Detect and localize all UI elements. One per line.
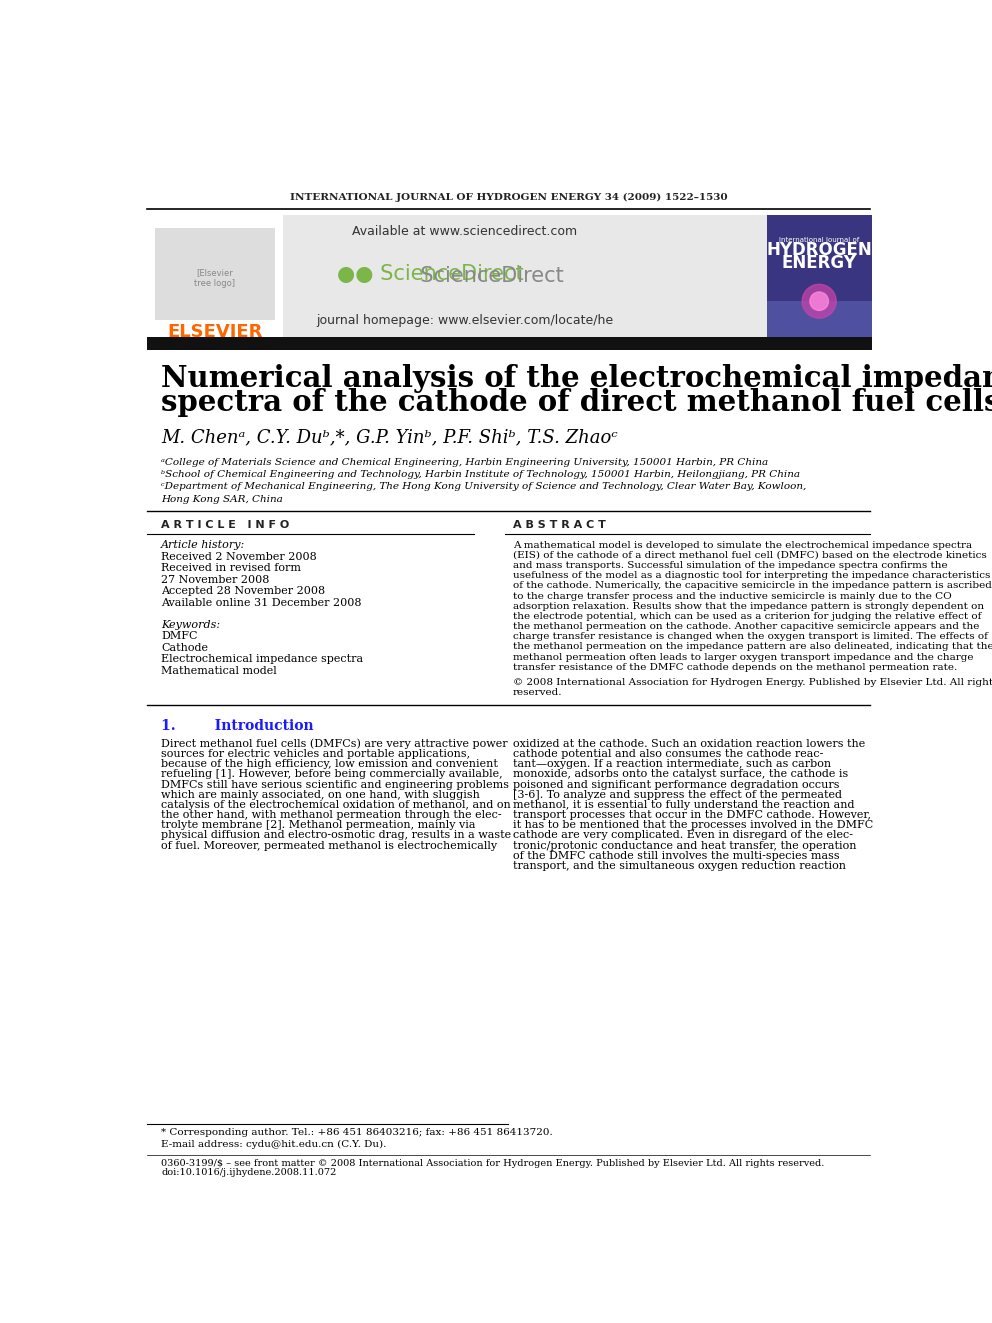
Text: Accepted 28 November 2008: Accepted 28 November 2008 [161,586,325,597]
Text: cathode potential and also consumes the cathode reac-: cathode potential and also consumes the … [513,749,823,759]
Text: Available online 31 December 2008: Available online 31 December 2008 [161,598,362,609]
Text: ᵇSchool of Chemical Engineering and Technology, Harbin Institute of Technology, : ᵇSchool of Chemical Engineering and Tech… [161,470,801,479]
Text: DMFC: DMFC [161,631,197,642]
Text: Direct methanol fuel cells (DMFCs) are very attractive power: Direct methanol fuel cells (DMFCs) are v… [161,738,508,749]
Bar [767,214,872,340]
Text: Received in revised form: Received in revised form [161,564,302,573]
Text: transport processes that occur in the DMFC cathode. However,: transport processes that occur in the DM… [513,810,871,820]
Text: of the cathode. Numerically, the capacitive semicircle in the impedance pattern : of the cathode. Numerically, the capacit… [513,581,992,590]
Text: and mass transports. Successful simulation of the impedance spectra confirms the: and mass transports. Successful simulati… [513,561,947,570]
Text: catalysis of the electrochemical oxidation of methanol, and on: catalysis of the electrochemical oxidati… [161,800,511,810]
Text: Numerical analysis of the electrochemical impedance: Numerical analysis of the electrochemica… [161,364,992,393]
Text: Electrochemical impedance spectra: Electrochemical impedance spectra [161,655,363,664]
Text: adsorption relaxation. Results show that the impedance pattern is strongly depen: adsorption relaxation. Results show that… [513,602,984,611]
Text: the methanol permeation on the cathode. Another capacitive semicircle appears an: the methanol permeation on the cathode. … [513,622,979,631]
Text: © 2008 International Association for Hydrogen Energy. Published by Elsevier Ltd.: © 2008 International Association for Hyd… [513,677,992,687]
Text: methanol permeation often leads to larger oxygen transport impedance and the cha: methanol permeation often leads to large… [513,652,973,662]
Text: doi:10.1016/j.ijhydene.2008.11.072: doi:10.1016/j.ijhydene.2008.11.072 [161,1168,336,1177]
Text: tronic/protonic conductance and heat transfer, the operation: tronic/protonic conductance and heat tra… [513,840,856,851]
Text: Keywords:: Keywords: [161,619,220,630]
Text: HYDROGEN: HYDROGEN [766,241,872,258]
Text: 0360-3199/$ – see front matter © 2008 International Association for Hydrogen Ene: 0360-3199/$ – see front matter © 2008 In… [161,1159,824,1168]
Text: monoxide, adsorbs onto the catalyst surface, the cathode is: monoxide, adsorbs onto the catalyst surf… [513,770,848,779]
Text: ●● ScienceDirect: ●● ScienceDirect [337,265,524,284]
Bar [155,228,275,320]
Text: cathode are very complicated. Even in disregard of the elec-: cathode are very complicated. Even in di… [513,831,853,840]
Text: methanol, it is essential to fully understand the reaction and: methanol, it is essential to fully under… [513,800,854,810]
Text: reserved.: reserved. [513,688,562,697]
Text: ELSEVIER: ELSEVIER [167,323,262,341]
Text: transfer resistance of the DMFC cathode depends on the methanol permeation rate.: transfer resistance of the DMFC cathode … [513,663,957,672]
Text: it has to be mentioned that the processes involved in the DMFC: it has to be mentioned that the processe… [513,820,873,831]
Text: sources for electric vehicles and portable applications,: sources for electric vehicles and portab… [161,749,470,759]
Text: DMFCs still have serious scientific and engineering problems: DMFCs still have serious scientific and … [161,779,509,790]
Text: A mathematical model is developed to simulate the electrochemical impedance spec: A mathematical model is developed to sim… [513,541,972,550]
Bar [147,214,872,340]
Text: trolyte membrane [2]. Methanol permeation, mainly via: trolyte membrane [2]. Methanol permeatio… [161,820,476,831]
Text: poisoned and significant performance degradation occurs: poisoned and significant performance deg… [513,779,839,790]
Text: spectra of the cathode of direct methanol fuel cells: spectra of the cathode of direct methano… [161,388,992,417]
Text: tant—oxygen. If a reaction intermediate, such as carbon: tant—oxygen. If a reaction intermediate,… [513,759,831,769]
Text: [Elsevier
tree logo]: [Elsevier tree logo] [194,269,235,288]
Text: journal homepage: www.elsevier.com/locate/he: journal homepage: www.elsevier.com/locat… [316,314,614,327]
Text: INTERNATIONAL JOURNAL OF HYDROGEN ENERGY 34 (2009) 1522–1530: INTERNATIONAL JOURNAL OF HYDROGEN ENERGY… [290,193,727,202]
Text: M. Chenᵃ, C.Y. Duᵇ,*, G.P. Yinᵇ, P.F. Shiᵇ, T.S. Zhaoᶜ: M. Chenᵃ, C.Y. Duᵇ,*, G.P. Yinᵇ, P.F. Sh… [161,429,618,446]
Circle shape [809,292,828,311]
Text: Received 2 November 2008: Received 2 November 2008 [161,552,317,562]
Text: 1.        Introduction: 1. Introduction [161,720,313,733]
Text: Hong Kong SAR, China: Hong Kong SAR, China [161,495,283,504]
Text: Available at www.sciencedirect.com: Available at www.sciencedirect.com [352,225,577,238]
Text: (EIS) of the cathode of a direct methanol fuel cell (DMFC) based on the electrod: (EIS) of the cathode of a direct methano… [513,550,987,560]
Text: 27 November 2008: 27 November 2008 [161,576,270,585]
Text: refueling [1]. However, before being commercially available,: refueling [1]. However, before being com… [161,770,503,779]
Bar [147,337,872,349]
Text: the methanol permeation on the impedance pattern are also delineated, indicating: the methanol permeation on the impedance… [513,643,992,651]
Text: oxidized at the cathode. Such an oxidation reaction lowers the: oxidized at the cathode. Such an oxidati… [513,740,865,749]
Text: Article history:: Article history: [161,540,245,550]
Text: the other hand, with methanol permeation through the elec-: the other hand, with methanol permeation… [161,810,502,820]
Text: Mathematical model: Mathematical model [161,665,277,676]
Text: of the DMFC cathode still involves the multi-species mass: of the DMFC cathode still involves the m… [513,851,839,861]
Text: which are mainly associated, on one hand, with sluggish: which are mainly associated, on one hand… [161,790,480,800]
Text: transport, and the simultaneous oxygen reduction reaction: transport, and the simultaneous oxygen r… [513,861,846,871]
Text: usefulness of the model as a diagnostic tool for interpreting the impedance char: usefulness of the model as a diagnostic … [513,572,990,581]
Text: charge transfer resistance is changed when the oxygen transport is limited. The : charge transfer resistance is changed wh… [513,632,988,642]
Text: ENERGY: ENERGY [782,254,857,271]
Text: ᵃCollege of Materials Science and Chemical Engineering, Harbin Engineering Unive: ᵃCollege of Materials Science and Chemic… [161,458,769,467]
Text: to the charge transfer process and the inductive semicircle is mainly due to the: to the charge transfer process and the i… [513,591,951,601]
Circle shape [803,284,836,318]
Text: Cathode: Cathode [161,643,208,652]
Text: E-mail address: cydu@hit.edu.cn (C.Y. Du).: E-mail address: cydu@hit.edu.cn (C.Y. Du… [161,1140,387,1148]
Bar [767,302,872,340]
Text: because of the high efficiency, low emission and convenient: because of the high efficiency, low emis… [161,759,498,769]
Text: physical diffusion and electro-osmotic drag, results in a waste: physical diffusion and electro-osmotic d… [161,831,511,840]
Text: ScienceDirect: ScienceDirect [407,266,563,286]
Text: [3-6]. To analyze and suppress the effect of the permeated: [3-6]. To analyze and suppress the effec… [513,790,842,800]
Text: of fuel. Moreover, permeated methanol is electrochemically: of fuel. Moreover, permeated methanol is… [161,840,497,851]
Text: A B S T R A C T: A B S T R A C T [513,520,606,531]
Bar [147,214,283,340]
Text: A R T I C L E   I N F O: A R T I C L E I N F O [161,520,290,531]
Text: ᶜDepartment of Mechanical Engineering, The Hong Kong University of Science and T: ᶜDepartment of Mechanical Engineering, T… [161,483,806,491]
Text: * Corresponding author. Tel.: +86 451 86403216; fax: +86 451 86413720.: * Corresponding author. Tel.: +86 451 86… [161,1129,553,1138]
Text: International Journal of: International Journal of [779,237,859,242]
Text: the electrode potential, which can be used as a criterion for judging the relati: the electrode potential, which can be us… [513,613,981,620]
